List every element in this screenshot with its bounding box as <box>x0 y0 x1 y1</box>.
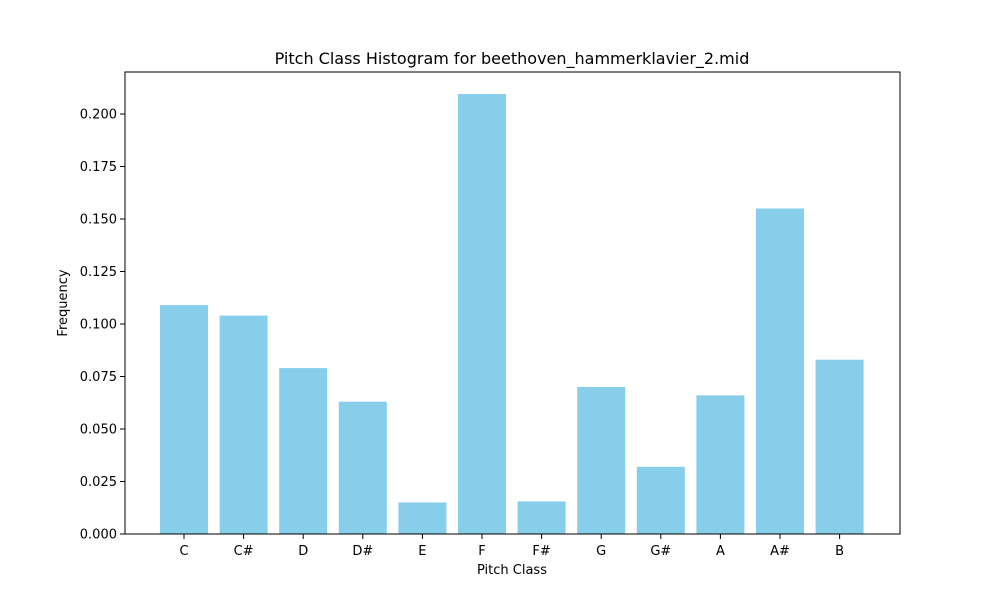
x-tick-label: A# <box>770 544 790 559</box>
y-tick-label: 0.175 <box>80 160 117 175</box>
y-tick-label: 0.075 <box>80 370 117 385</box>
bar-g-sharp <box>636 466 685 534</box>
x-tick-label: C <box>179 544 188 559</box>
x-tick-label: D# <box>352 544 373 559</box>
x-tick-label: D <box>298 544 308 559</box>
x-tick-label: F <box>478 544 485 559</box>
x-tick-label: G <box>596 544 606 559</box>
bar-a <box>696 395 745 534</box>
bar-g <box>577 387 626 534</box>
y-tick-label: 0.025 <box>80 475 117 490</box>
x-axis-title: Pitch Class <box>477 563 547 578</box>
y-tick-label: 0.200 <box>80 108 117 123</box>
y-tick-label: 0.125 <box>80 265 117 280</box>
x-tick-label: A <box>716 544 725 559</box>
bar-d-sharp <box>338 401 387 534</box>
bar-d <box>279 368 328 534</box>
y-tick-label: 0.000 <box>80 528 117 543</box>
y-tick-label: 0.050 <box>80 423 117 438</box>
bar-a-sharp <box>756 208 804 534</box>
x-tick-label: C# <box>234 544 254 559</box>
x-axis: C C# D D# E F F# G G# A A# B <box>179 534 844 559</box>
bar-f <box>458 94 506 535</box>
y-tick-label: 0.100 <box>80 318 117 333</box>
y-tick-label: 0.150 <box>80 213 117 228</box>
x-tick-label: F# <box>532 544 550 559</box>
x-tick-label: G# <box>650 544 671 559</box>
y-axis-title: Frequency <box>56 269 71 336</box>
bar-f-sharp <box>517 501 566 534</box>
bar-c-sharp <box>219 315 268 534</box>
y-axis: 0.000 0.025 0.050 0.075 0.100 0.125 0.150 0.175… <box>80 108 125 543</box>
bar-c <box>160 305 208 534</box>
bar-b <box>815 359 864 534</box>
x-tick-label: B <box>835 544 844 559</box>
chart-title: Pitch Class Histogram for beethoven_hamm… <box>275 49 750 69</box>
x-tick-label: E <box>418 544 426 559</box>
bars-layer <box>160 94 864 535</box>
bar-e <box>398 502 447 534</box>
plot-frame <box>124 71 901 535</box>
